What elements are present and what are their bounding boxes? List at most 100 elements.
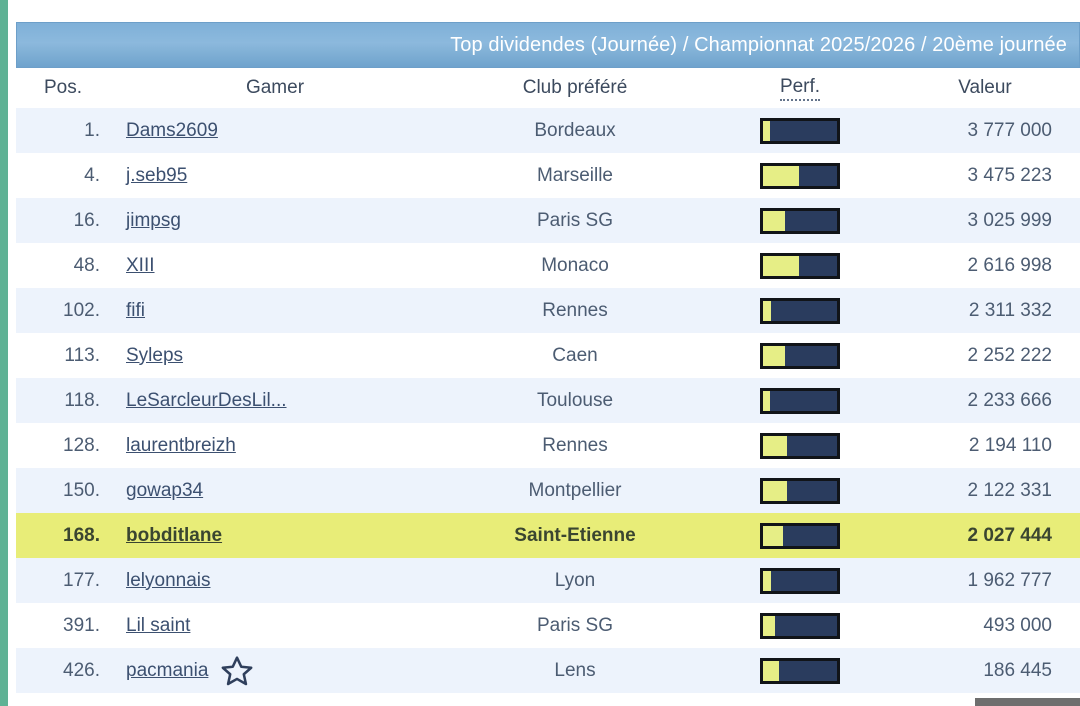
table-row[interactable]: 1. Dams2609 Bordeaux 3 777 000 [16, 108, 1080, 153]
cell-position: 113. [64, 344, 100, 366]
cell-position: 128. [63, 434, 100, 456]
performance-meter [760, 162, 840, 189]
cell-gamer: pacmania [110, 654, 440, 688]
performance-meter-fill [763, 435, 788, 456]
cell-gamer: fifi [110, 300, 440, 322]
cell-perf [710, 207, 890, 234]
gamer-link[interactable]: bobditlane [126, 524, 223, 546]
cell-gamer: laurentbreizh [110, 435, 440, 457]
cell-position: 426. [63, 659, 100, 681]
cell-position: 150. [63, 479, 100, 501]
cell-perf [710, 342, 890, 369]
table-row[interactable]: 113. Syleps Caen 2 252 222 [16, 333, 1080, 378]
cell-club: Lyon [554, 569, 596, 591]
cell-club: Rennes [542, 434, 608, 456]
table-row[interactable]: 4. j.seb95 Marseille 3 475 223 [16, 153, 1080, 198]
gamer-link[interactable]: Dams2609 [126, 119, 218, 141]
cell-club: Montpellier [528, 479, 622, 501]
star-outline-icon[interactable] [220, 654, 254, 688]
performance-meter-fill [763, 255, 799, 276]
column-header-gamer[interactable]: Gamer [245, 77, 305, 98]
performance-meter [760, 657, 840, 684]
cell-valeur: 1 962 777 [967, 569, 1052, 591]
table-row[interactable]: 168. bobditlane Saint-Etienne 2 027 444 [16, 513, 1080, 558]
gamer-link[interactable]: gowap34 [126, 479, 204, 501]
table-row[interactable]: 48. XIII Monaco 2 616 998 [16, 243, 1080, 288]
cell-club: Rennes [542, 299, 608, 321]
gamer-link[interactable]: LeSarcleurDesLil... [126, 389, 287, 411]
page-title: Top dividendes (Journée) / Championnat 2… [450, 33, 1067, 56]
column-header-valeur[interactable]: Valeur [958, 77, 1012, 98]
cell-valeur: 2 027 444 [967, 524, 1052, 546]
table-row[interactable]: 102. fifi Rennes 2 311 332 [16, 288, 1080, 333]
cell-club: Marseille [536, 164, 614, 186]
performance-meter [760, 432, 840, 459]
performance-meter-fill [763, 525, 783, 546]
table-row[interactable]: 118. LeSarcleurDesLil... Toulouse 2 233 666 [16, 378, 1080, 423]
cell-club: Lens [554, 659, 596, 681]
performance-meter-fill [763, 570, 772, 591]
cell-perf [710, 567, 890, 594]
table-row[interactable]: 16. jimpsg Paris SG 3 025 999 [16, 198, 1080, 243]
gamer-link[interactable]: Lil saint [126, 614, 191, 636]
cell-valeur: 2 194 110 [968, 434, 1052, 456]
performance-meter [760, 387, 840, 414]
gamer-link[interactable]: XIII [126, 254, 155, 276]
performance-meter [760, 297, 840, 324]
cell-valeur: 3 777 000 [967, 119, 1052, 141]
cell-perf [710, 117, 890, 144]
performance-meter-fill [763, 480, 787, 501]
cell-club: Bordeaux [534, 119, 616, 141]
panel-content: Top dividendes (Journée) / Championnat 2… [16, 0, 1080, 706]
panel-title-bar: Top dividendes (Journée) / Championnat 2… [16, 22, 1080, 68]
cell-perf [710, 387, 890, 414]
cell-gamer: Dams2609 [110, 120, 440, 142]
cell-position: 102. [63, 299, 100, 321]
gamer-link[interactable]: laurentbreizh [126, 434, 236, 456]
cell-valeur: 3 025 999 [967, 209, 1052, 231]
performance-meter-fill [763, 210, 786, 231]
table-row[interactable]: 150. gowap34 Montpellier 2 122 331 [16, 468, 1080, 513]
cell-valeur: 2 122 331 [967, 479, 1052, 501]
performance-meter [760, 207, 840, 234]
cell-club: Monaco [541, 254, 609, 276]
column-header-pos[interactable]: Pos. [43, 77, 83, 98]
cell-valeur: 186 445 [983, 659, 1052, 681]
column-header-perf[interactable]: Perf. [710, 76, 890, 101]
performance-meter [760, 612, 840, 639]
cell-perf [710, 252, 890, 279]
cell-perf [710, 432, 890, 459]
performance-meter-fill [763, 390, 771, 411]
gamer-link[interactable]: Syleps [126, 344, 184, 366]
performance-meter [760, 522, 840, 549]
performance-meter-fill [763, 660, 780, 681]
performance-meter-fill [763, 300, 772, 321]
table-row[interactable]: 128. laurentbreizh Rennes 2 194 110 [16, 423, 1080, 468]
table-row[interactable]: 391. Lil saint Paris SG 493 000 [16, 603, 1080, 648]
gamer-link[interactable]: j.seb95 [126, 164, 188, 186]
gamer-link[interactable]: pacmania [126, 659, 209, 681]
horizontal-scrollbar[interactable] [975, 698, 1080, 706]
table-row[interactable]: 426. pacmania Lens 186 445 [16, 648, 1080, 693]
cell-position: 168. [63, 524, 100, 546]
cell-gamer: Syleps [110, 345, 440, 367]
cell-valeur: 2 252 222 [967, 344, 1052, 366]
performance-meter-fill [763, 615, 775, 636]
cell-valeur: 2 233 666 [967, 389, 1052, 411]
table-row[interactable]: 177. lelyonnais Lyon 1 962 777 [16, 558, 1080, 603]
cell-perf [710, 162, 890, 189]
cell-position: 177. [63, 569, 100, 591]
gamer-link[interactable]: jimpsg [126, 209, 181, 231]
gamer-link[interactable]: lelyonnais [126, 569, 211, 591]
performance-meter-fill [763, 120, 771, 141]
ranking-table: Pos. Gamer Club préféré Perf. Valeur 1. D… [16, 68, 1080, 693]
cell-valeur: 493 000 [983, 614, 1052, 636]
cell-perf [710, 612, 890, 639]
left-accent-bar [0, 0, 8, 706]
gamer-link[interactable]: fifi [126, 299, 145, 321]
cell-valeur: 2 311 332 [968, 299, 1052, 321]
table-header-row: Pos. Gamer Club préféré Perf. Valeur [16, 68, 1080, 108]
column-header-club[interactable]: Club préféré [522, 77, 628, 98]
cell-perf [710, 522, 890, 549]
